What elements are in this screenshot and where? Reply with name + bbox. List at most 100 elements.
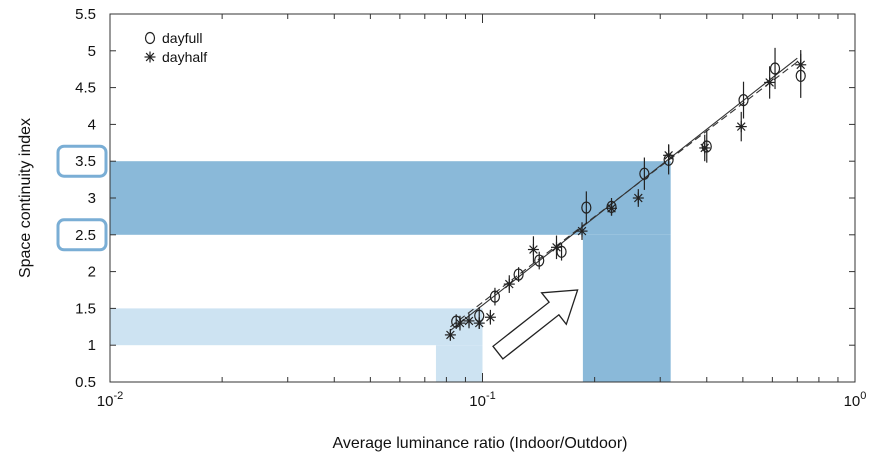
highlight-region-3 [110,308,483,346]
dayhalf-marker [454,317,466,329]
y-tick-label: 3 [88,190,96,207]
dayhalf-point [550,235,562,260]
dayhalf-point [444,329,456,341]
dayhalf-point [606,200,618,216]
legend-label-dayhalf: dayhalf [162,49,207,65]
trend-arrow-shape [492,289,579,360]
y-tick-label: 1 [88,337,96,354]
dayhalf-point [699,134,711,162]
dayfull-point [581,191,592,224]
asterisk-stroke [529,245,538,254]
highlight-region-2 [582,234,671,382]
dayhalf-marker [444,329,456,341]
x-tick-exponent: -2 [113,390,123,402]
y-tick-label: 5 [88,43,96,60]
asterisk-stroke [474,318,484,328]
asterisk-stroke [796,60,806,70]
dayhalf-point [454,315,466,331]
dayfull-marker [489,290,501,303]
highlight-regions [110,161,671,382]
dayfull-marker [738,94,749,107]
dayhalf-marker [576,225,588,237]
dayfull-marker [534,254,545,267]
dayhalf-marker [484,311,496,323]
dayhalf-marker [735,121,747,133]
asterisk-stroke [736,122,746,131]
dayfull-point [513,267,524,282]
dayhalf-marker [144,51,156,63]
asterisk-stroke [700,143,710,153]
asterisk-stroke [446,330,455,340]
x-tick-base: 10 [844,393,861,410]
y-axis-label: Space continuity index [17,118,34,278]
dayhalf-point [473,317,485,330]
dayhalf-marker [663,149,675,161]
asterisk-stroke [464,316,474,326]
y-tick-highlight-box [56,144,108,178]
dayhalf-point [764,66,776,99]
y-tick-label: 4.5 [75,80,96,97]
dayhalf-point [527,236,539,263]
dayhalf-point [663,144,675,167]
asterisk-stroke [664,150,673,160]
dayhalf-marker [632,192,644,204]
dayhalf-marker [503,278,515,290]
x-tick-label: 10-2 [97,390,123,410]
dayhalf-marker [463,315,475,327]
asterisk-stroke [634,193,643,203]
highlight-region-1 [110,161,671,235]
dayfull-marker [581,201,592,214]
dayhalf-marker [606,202,618,214]
dayhalf-marker [699,142,711,154]
trend-arrow [492,289,579,360]
x-tick-base: 10 [469,393,486,410]
x-axis-label: Average luminance ratio (Indoor/Outdoor) [333,435,628,452]
x-tick-base: 10 [97,393,114,410]
dayhalf-point [795,50,807,80]
asterisk-stroke [455,318,465,328]
legend-item-dayfull: dayfull [144,30,202,46]
dayhalf-marker [473,317,485,329]
asterisk-stroke [504,279,514,289]
y-tick-label: 2 [88,264,96,281]
asterisk-stroke [486,312,495,322]
plot-frame [109,13,856,383]
y-tick-highlight-box [56,218,108,252]
dayfull-point [489,287,501,306]
asterisk-stroke [577,226,587,236]
dayhalf-point [632,189,644,207]
dayhalf-point [735,111,747,142]
legend-label-dayfull: dayfull [162,30,202,46]
asterisk-stroke [765,78,774,87]
dayhalf-marker [550,241,562,253]
dayfull-marker [639,167,650,180]
dayhalf-point [484,309,496,325]
y-tick-label: 4 [88,116,96,133]
dayfull-marker [701,140,712,153]
dayhalf-marker [795,59,807,71]
y-tick-label: 5.5 [75,6,96,23]
dayhalf-marker [527,244,539,256]
highlight-region-4 [435,345,483,382]
dayfull-point [738,81,749,119]
legend: dayfull dayhalf [144,30,207,65]
dayhalf-point [463,313,475,329]
legend-item-dayhalf: dayhalf [144,49,207,65]
y-tick-labels: 0.5 1 1.5 2 2.5 3 3.5 4 4.5 5 5.5 [56,6,108,391]
asterisk-stroke [145,52,155,62]
dayfull-marker [144,31,156,45]
asterisk-stroke [607,203,616,213]
y-tick-label: 2.5 [75,227,96,244]
dayfull-marker [513,268,524,281]
y-tick-label: 3.5 [75,153,96,170]
asterisk-stroke [552,242,561,252]
x-tick-labels: 10-2 10-1 100 [97,390,867,410]
data-points [444,47,807,341]
dayhalf-point [576,222,588,240]
dayhalf-point [503,275,515,293]
x-tick-exponent: 0 [860,390,866,402]
x-tick-label: 100 [844,390,867,410]
dayfull-point [639,157,650,190]
y-tick-label: 0.5 [75,374,96,391]
